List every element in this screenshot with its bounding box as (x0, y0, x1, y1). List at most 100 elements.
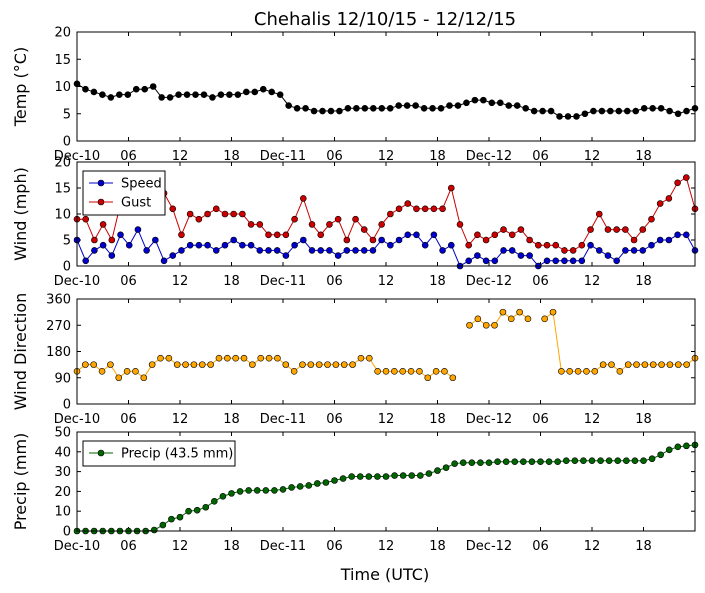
data-point (404, 200, 412, 207)
data-point (561, 247, 568, 254)
data-point (183, 91, 191, 98)
data-point (605, 457, 613, 465)
data-point (343, 236, 351, 244)
data-point (378, 105, 386, 112)
data-point (474, 252, 481, 259)
data-point (599, 361, 607, 368)
data-point (175, 91, 182, 98)
data-point (182, 361, 189, 368)
data-point (239, 210, 246, 218)
data-point (160, 257, 168, 265)
data-point (169, 252, 177, 259)
x-tick-label: 12 (584, 539, 601, 554)
panel-1: 0 5 10 15 20 Dec-10 06 12 18 Dec-11 06 12 18 Dec-12 06… (11, 26, 699, 164)
data-point (317, 247, 325, 254)
x-tick-label: Dec-12 (466, 412, 512, 427)
x-tick-label: 06 (532, 149, 549, 164)
y-tick-label: 10 (54, 208, 71, 223)
data-point (211, 497, 218, 505)
data-point (391, 472, 398, 479)
y-tick-label: 180 (46, 345, 71, 360)
data-point (293, 105, 301, 112)
data-point (632, 107, 640, 115)
x-tick-label: 06 (120, 149, 137, 164)
x-tick-label: 12 (584, 274, 601, 289)
figure-title: Chehalis 12/10/15 - 12/12/15 (254, 9, 516, 30)
y-axis-label: Wind (mph) (11, 167, 30, 261)
data-point (425, 470, 433, 477)
data-point (382, 368, 390, 375)
data-point (526, 252, 533, 259)
data-point (262, 487, 270, 494)
data-point (494, 458, 501, 466)
data-point (441, 368, 448, 375)
data-point (591, 368, 599, 375)
data-point (608, 361, 615, 368)
data-point (259, 85, 267, 93)
x-tick-label: 06 (120, 539, 137, 554)
y-tick-label: 50 (54, 426, 71, 441)
data-point (482, 236, 490, 244)
data-point (207, 361, 214, 368)
data-point (352, 247, 359, 254)
x-tick-label: 06 (326, 149, 343, 164)
y-axis-label: Wind Direction (11, 293, 30, 411)
data-point (674, 179, 681, 187)
data-point (305, 482, 313, 489)
data-point (595, 247, 603, 254)
data-point (587, 226, 594, 233)
data-point (202, 503, 210, 511)
data-point (296, 483, 304, 490)
data-point (99, 241, 107, 249)
data-point (391, 368, 398, 375)
data-point (239, 241, 246, 249)
y-tick-label: 20 (54, 156, 71, 171)
data-point (282, 361, 290, 368)
data-point (430, 231, 438, 239)
data-point (228, 490, 235, 497)
data-point (326, 221, 333, 228)
data-point (496, 99, 504, 107)
legend: Speed Gust (82, 170, 166, 216)
data-point (641, 361, 649, 368)
data-point (219, 493, 227, 500)
x-tick-label: 12 (172, 149, 189, 164)
data-point (348, 473, 355, 480)
data-point (474, 231, 481, 239)
data-point (215, 354, 223, 362)
data-point (143, 247, 150, 254)
legend-label: Gust (121, 196, 151, 211)
data-point (365, 354, 373, 362)
data-point (630, 236, 638, 244)
data-point (505, 102, 513, 109)
data-point (221, 210, 229, 218)
data-point (91, 247, 98, 254)
data-point (466, 321, 473, 329)
data-point (357, 354, 365, 362)
data-point (374, 473, 381, 480)
x-tick-label: 06 (326, 274, 343, 289)
data-point (399, 472, 407, 479)
data-point (302, 105, 309, 112)
data-point (356, 473, 364, 480)
x-tick-label: 18 (429, 539, 446, 554)
y-axis-label: Temp (°C) (11, 47, 30, 127)
data-point (429, 105, 436, 112)
data-point (413, 205, 420, 213)
data-point (336, 107, 343, 115)
panel-3: 0 90 180 270 360 Dec-10 06 12 18 Dec-11 06 12 18 Dec-… (11, 293, 699, 427)
data-point (204, 210, 211, 218)
data-point (485, 459, 493, 466)
data-point (334, 215, 342, 223)
x-tick-label: 06 (120, 274, 137, 289)
data-point (665, 236, 673, 244)
x-tick-label: 12 (378, 412, 395, 427)
data-point (507, 315, 515, 323)
x-tick-label: 12 (378, 539, 395, 554)
data-point (454, 102, 462, 109)
data-point (463, 99, 470, 107)
data-point (562, 457, 570, 465)
data-point (449, 374, 457, 382)
y-tick-label: 5 (63, 107, 71, 122)
data-point (508, 247, 516, 254)
